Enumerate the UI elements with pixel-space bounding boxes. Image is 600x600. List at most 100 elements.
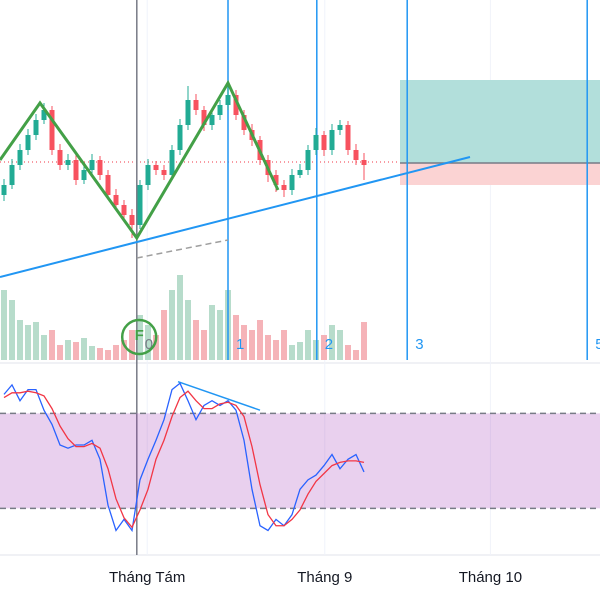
volume-bar [329, 325, 335, 360]
candle-body [345, 125, 351, 150]
candle-body [313, 135, 319, 150]
volume-bar [73, 342, 79, 360]
f-marker [120, 318, 158, 356]
volume-bar [25, 325, 31, 360]
candle-body [353, 150, 359, 160]
candle-body [209, 115, 215, 125]
candle-body [137, 185, 143, 225]
candle-body [121, 205, 127, 215]
candle-body [145, 165, 151, 185]
volume-bar [105, 350, 111, 360]
volume-bar [17, 320, 23, 360]
stop-zone [400, 163, 600, 185]
x-tick-label: Tháng 9 [297, 569, 352, 586]
candle-body [1, 185, 7, 195]
candle-body [97, 160, 103, 175]
candle-body [289, 175, 295, 190]
volume-bar [9, 300, 15, 360]
candle-body [321, 135, 327, 150]
candle-body [65, 160, 71, 165]
vertical-label: 2 [325, 336, 333, 353]
volume-bar [361, 322, 367, 360]
volume-bar [129, 330, 135, 360]
volume-bar [41, 335, 47, 360]
vertical-label: 3 [415, 336, 423, 353]
candle-body [161, 170, 167, 175]
volume-bar [321, 335, 327, 360]
candle-body [177, 125, 183, 150]
candle-body [185, 100, 191, 125]
divergence-line [177, 381, 261, 411]
candle-body [9, 165, 15, 185]
candle-body [217, 105, 223, 115]
volume-bar [97, 348, 103, 360]
candle-body [241, 115, 247, 130]
volume-bar [49, 330, 55, 360]
volume-bar [185, 300, 191, 360]
dashed-line [136, 239, 229, 259]
volume-bar [281, 330, 287, 360]
volume-bar [337, 330, 343, 360]
candle-body [73, 160, 79, 180]
vertical-label: 5 [595, 336, 600, 353]
candle-body [129, 215, 135, 225]
vertical-label: 1 [236, 336, 244, 353]
candle-body [225, 95, 231, 105]
volume-bar [193, 320, 199, 360]
trendline [0, 156, 471, 278]
target-zone [400, 80, 600, 163]
candle-body [41, 110, 47, 120]
candle-body [361, 160, 367, 165]
candle-body [57, 150, 63, 165]
candle-body [193, 100, 199, 110]
volume-bar [265, 335, 271, 360]
volume-bar [273, 340, 279, 360]
candle-body [113, 195, 119, 205]
volume-bar [305, 330, 311, 360]
volume-bar [1, 290, 7, 360]
candle-body [89, 160, 95, 170]
candle-body [81, 170, 87, 180]
stochastic-line [3, 390, 365, 529]
volume-bar [233, 315, 239, 360]
candle-body [25, 135, 31, 150]
volume-bar [113, 345, 119, 360]
candle-body [329, 130, 335, 150]
volume-bar [169, 290, 175, 360]
volume-bar [297, 342, 303, 360]
volume-bar [289, 345, 295, 360]
candle-body [273, 175, 279, 185]
volume-bar [81, 338, 87, 360]
volume-bar [201, 330, 207, 360]
f-marker-label: F [135, 327, 144, 344]
volume-bar [121, 340, 127, 360]
candle-body [169, 150, 175, 175]
volume-bar [313, 340, 319, 360]
volume-bar [57, 345, 63, 360]
candle-body [337, 125, 343, 130]
volume-bar [145, 325, 151, 360]
vertical-label: 0 [145, 336, 153, 353]
volume-bar [217, 310, 223, 360]
candle-body [105, 175, 111, 195]
volume-bar [249, 330, 255, 360]
candle-body [153, 165, 159, 170]
candle-body [281, 185, 287, 190]
volume-bar [209, 305, 215, 360]
candle-body [17, 150, 23, 165]
volume-bar [65, 340, 71, 360]
zigzag-pattern [0, 79, 280, 241]
volume-bar [353, 350, 359, 360]
candle-body [305, 150, 311, 170]
volume-bar [153, 335, 159, 360]
volume-bar [345, 345, 351, 360]
candle-body [201, 110, 207, 125]
candle-body [49, 110, 55, 150]
volume-bar [257, 320, 263, 360]
volume-bar [33, 322, 39, 360]
volume-bar [177, 275, 183, 360]
band-fill [0, 413, 600, 509]
volume-bar [241, 325, 247, 360]
x-tick-label: Tháng 10 [459, 569, 522, 586]
